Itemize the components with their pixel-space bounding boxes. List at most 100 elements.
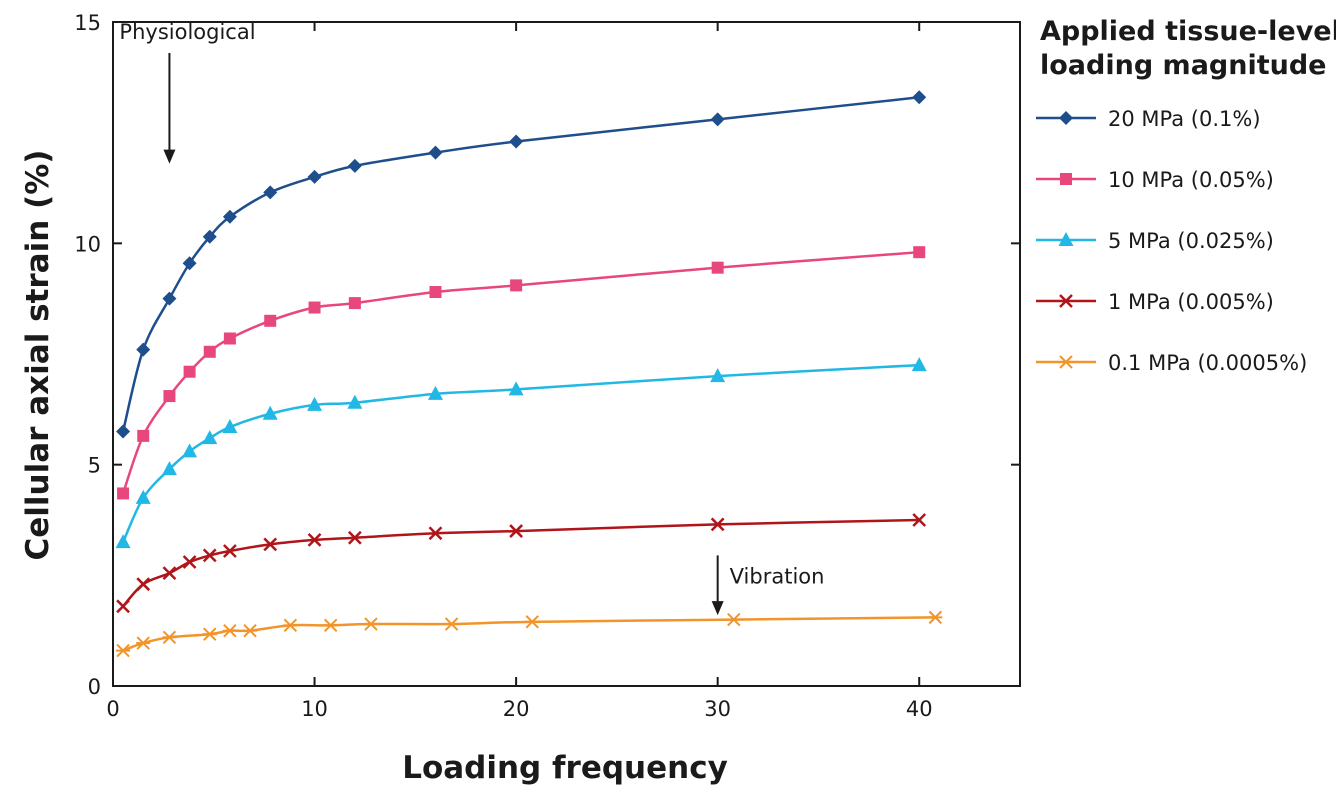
plot-area (112, 21, 1021, 687)
data-point (182, 443, 198, 458)
data-point (117, 487, 130, 500)
data-point (202, 430, 218, 445)
data-point (428, 145, 443, 160)
data-point (222, 419, 238, 434)
x-tick-label: 10 (301, 697, 328, 721)
series-layer (115, 90, 943, 658)
data-point (912, 513, 927, 527)
data-point (163, 390, 176, 403)
data-point (283, 618, 298, 633)
data-point (510, 279, 523, 292)
marker-stroke (116, 599, 130, 614)
data-point (223, 332, 236, 345)
marker-stroke (307, 533, 322, 547)
marker-stroke (1059, 294, 1073, 308)
legend-items: 20 MPa (0.1%) 10 MPa (0.05%) 5 MPa (0.025%… (1036, 107, 1307, 375)
legend-swatch-marker (1060, 173, 1072, 185)
data-point (182, 256, 197, 271)
legend-swatch-marker (1059, 111, 1073, 125)
x-tick-label: 0 (106, 697, 119, 721)
data-point (348, 297, 361, 310)
data-point (509, 524, 523, 538)
data-point (202, 627, 217, 641)
y-tick-label: 10 (74, 232, 101, 256)
legend-title-line-1: Applied tissue-level (1040, 16, 1336, 47)
series-line (122, 518, 920, 608)
annotation-0: Physiological (119, 20, 256, 164)
data-point (710, 517, 725, 532)
data-point (136, 577, 151, 592)
data-point (116, 424, 131, 439)
legend-item: 0.1 MPa (0.0005%) (1036, 351, 1307, 375)
data-point (116, 599, 130, 614)
y-tick-label: 15 (74, 11, 101, 35)
data-point (308, 301, 321, 314)
marker-stroke (263, 537, 278, 552)
data-point (243, 623, 258, 638)
legend-label: 5 MPa (0.025%) (1108, 229, 1274, 253)
series-line (121, 96, 920, 432)
data-point (161, 461, 177, 476)
data-point (115, 534, 131, 549)
y-tick-label: 0 (88, 675, 101, 699)
data-point (444, 617, 459, 631)
data-point (263, 185, 278, 200)
legend-label: 0.1 MPa (0.0005%) (1108, 351, 1307, 375)
data-point (162, 566, 177, 581)
legend-swatch-marker (1059, 294, 1073, 308)
legend-label: 20 MPa (0.1%) (1108, 107, 1261, 131)
data-point (202, 229, 217, 244)
legend-swatch-marker (1058, 232, 1074, 246)
data-point (347, 394, 363, 409)
marker-stroke (347, 530, 362, 545)
data-point (222, 623, 237, 638)
data-point (710, 112, 725, 127)
annotation-arrow-head (711, 601, 724, 616)
y-tick-label: 5 (88, 454, 101, 478)
annotation-label: Vibration (730, 564, 825, 588)
data-point (222, 209, 237, 224)
legend-item: 1 MPa (0.005%) (1036, 290, 1274, 314)
annotation-label: Physiological (119, 20, 255, 44)
data-point (262, 405, 278, 420)
marker-stroke (710, 517, 725, 532)
series-0 (116, 90, 927, 439)
data-point (911, 357, 927, 372)
data-point (203, 345, 216, 358)
data-point (928, 610, 943, 625)
data-point (913, 246, 926, 259)
data-point (137, 429, 150, 442)
marker-stroke (223, 544, 237, 558)
data-point (116, 643, 131, 658)
marker-stroke (182, 555, 197, 569)
marker-stroke (428, 526, 443, 541)
legend-label: 1 MPa (0.005%) (1108, 290, 1274, 314)
data-point (162, 630, 177, 645)
data-point (429, 286, 442, 299)
annotations: Physiological Vibration (119, 20, 825, 616)
data-point (162, 291, 177, 306)
data-point (263, 537, 278, 552)
data-point (427, 385, 443, 400)
x-tick-label: 40 (906, 697, 933, 721)
data-point (223, 544, 237, 558)
marker-stroke (202, 548, 217, 563)
data-point (711, 261, 724, 274)
legend-item: 10 MPa (0.05%) (1036, 168, 1274, 192)
legend-item: 20 MPa (0.1%) (1036, 107, 1261, 131)
x-axis-title: Loading frequency (402, 750, 728, 786)
legend-item: 5 MPa (0.025%) (1036, 229, 1274, 253)
legend-label: 10 MPa (0.05%) (1108, 168, 1274, 192)
data-point (710, 368, 726, 383)
data-point (508, 381, 524, 396)
series-2 (115, 357, 927, 549)
series-4 (116, 610, 943, 658)
data-point (726, 612, 741, 627)
legend-title-line-2: loading magnitude (1040, 50, 1326, 81)
legend: Applied tissue-level loading magnitude 2… (1036, 16, 1336, 375)
data-point (307, 169, 322, 184)
x-tick-label: 30 (704, 697, 731, 721)
annotation-1: Vibration (711, 555, 825, 616)
x-tick-label: 20 (503, 697, 530, 721)
